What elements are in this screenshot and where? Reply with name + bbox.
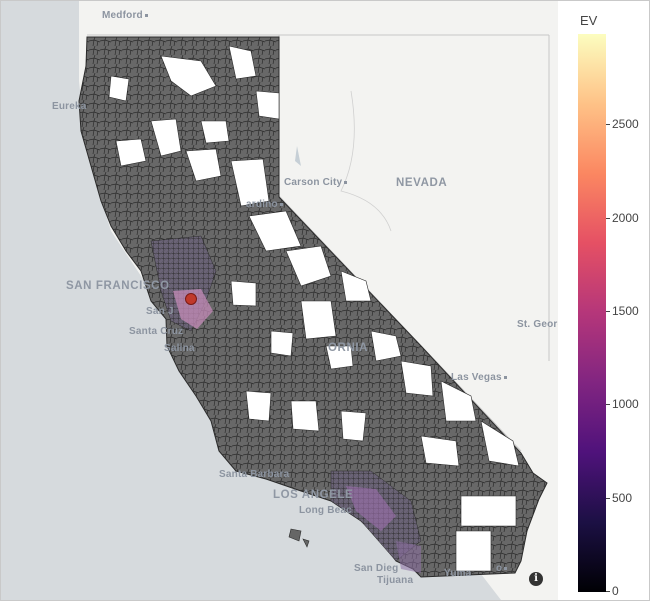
- place-label-salinas: Salina: [164, 343, 195, 354]
- legend-title: EV: [580, 13, 598, 28]
- place-label-carson-city: ardino: [246, 199, 283, 210]
- colorbar-tick-1500: 1500: [612, 304, 639, 318]
- place-label-san-francisco: SAN FRANCISCO: [66, 280, 170, 292]
- place-label-st-george: St. Georg: [517, 319, 564, 330]
- place-label-yuma: o: [496, 563, 508, 574]
- high-ev-areas: [150, 235, 422, 573]
- place-label-medford: Medford: [102, 10, 148, 21]
- place-label-long-beach: Long Beac: [299, 505, 352, 516]
- place-label-las-vegas: Las Vegas: [451, 372, 507, 383]
- info-icon[interactable]: i: [529, 572, 543, 586]
- colorbar-tick-2000: 2000: [612, 211, 639, 225]
- place-label-san-jose: San J: [146, 306, 174, 317]
- channel-islands: [288, 528, 302, 542]
- no-data-areas: [108, 45, 520, 572]
- colorbar-tick-500: 500: [612, 491, 633, 505]
- channel-islands-small: [302, 538, 310, 548]
- colorbar-tick-0: 0: [612, 584, 619, 598]
- place-label-los-angeles: LOS ANGELE: [273, 489, 354, 501]
- place-label-santa-barbara: Santa Barbara: [219, 469, 290, 480]
- place-label-eureka: Eureka: [52, 101, 87, 112]
- place-label-santa-cruz: Santa Cruz: [129, 326, 184, 337]
- colorbar-legend: EV 2500 2000 1500 1000 500 0: [558, 1, 649, 600]
- place-label-tijuana: Tijuana: [377, 575, 414, 586]
- california-choropleth[interactable]: [1, 1, 558, 600]
- colorbar-tick-1000: 1000: [612, 397, 639, 411]
- place-label-reno: Carson City: [284, 177, 348, 188]
- place-label-mexicali: Yuma: [444, 568, 472, 579]
- road-lines: [340, 90, 392, 232]
- highlight-marker[interactable]: [185, 293, 197, 305]
- place-label-california: ORNIA: [328, 342, 369, 354]
- place-label-san-diego: San Dieg: [354, 563, 399, 574]
- map-canvas[interactable]: Medford Eureka NEVADA Carson City ardino…: [1, 1, 564, 600]
- colorbar: [578, 34, 606, 592]
- lake-tahoe: [295, 146, 301, 166]
- colorbar-tick-2500: 2500: [612, 117, 639, 131]
- place-label-nevada: NEVADA: [396, 177, 448, 189]
